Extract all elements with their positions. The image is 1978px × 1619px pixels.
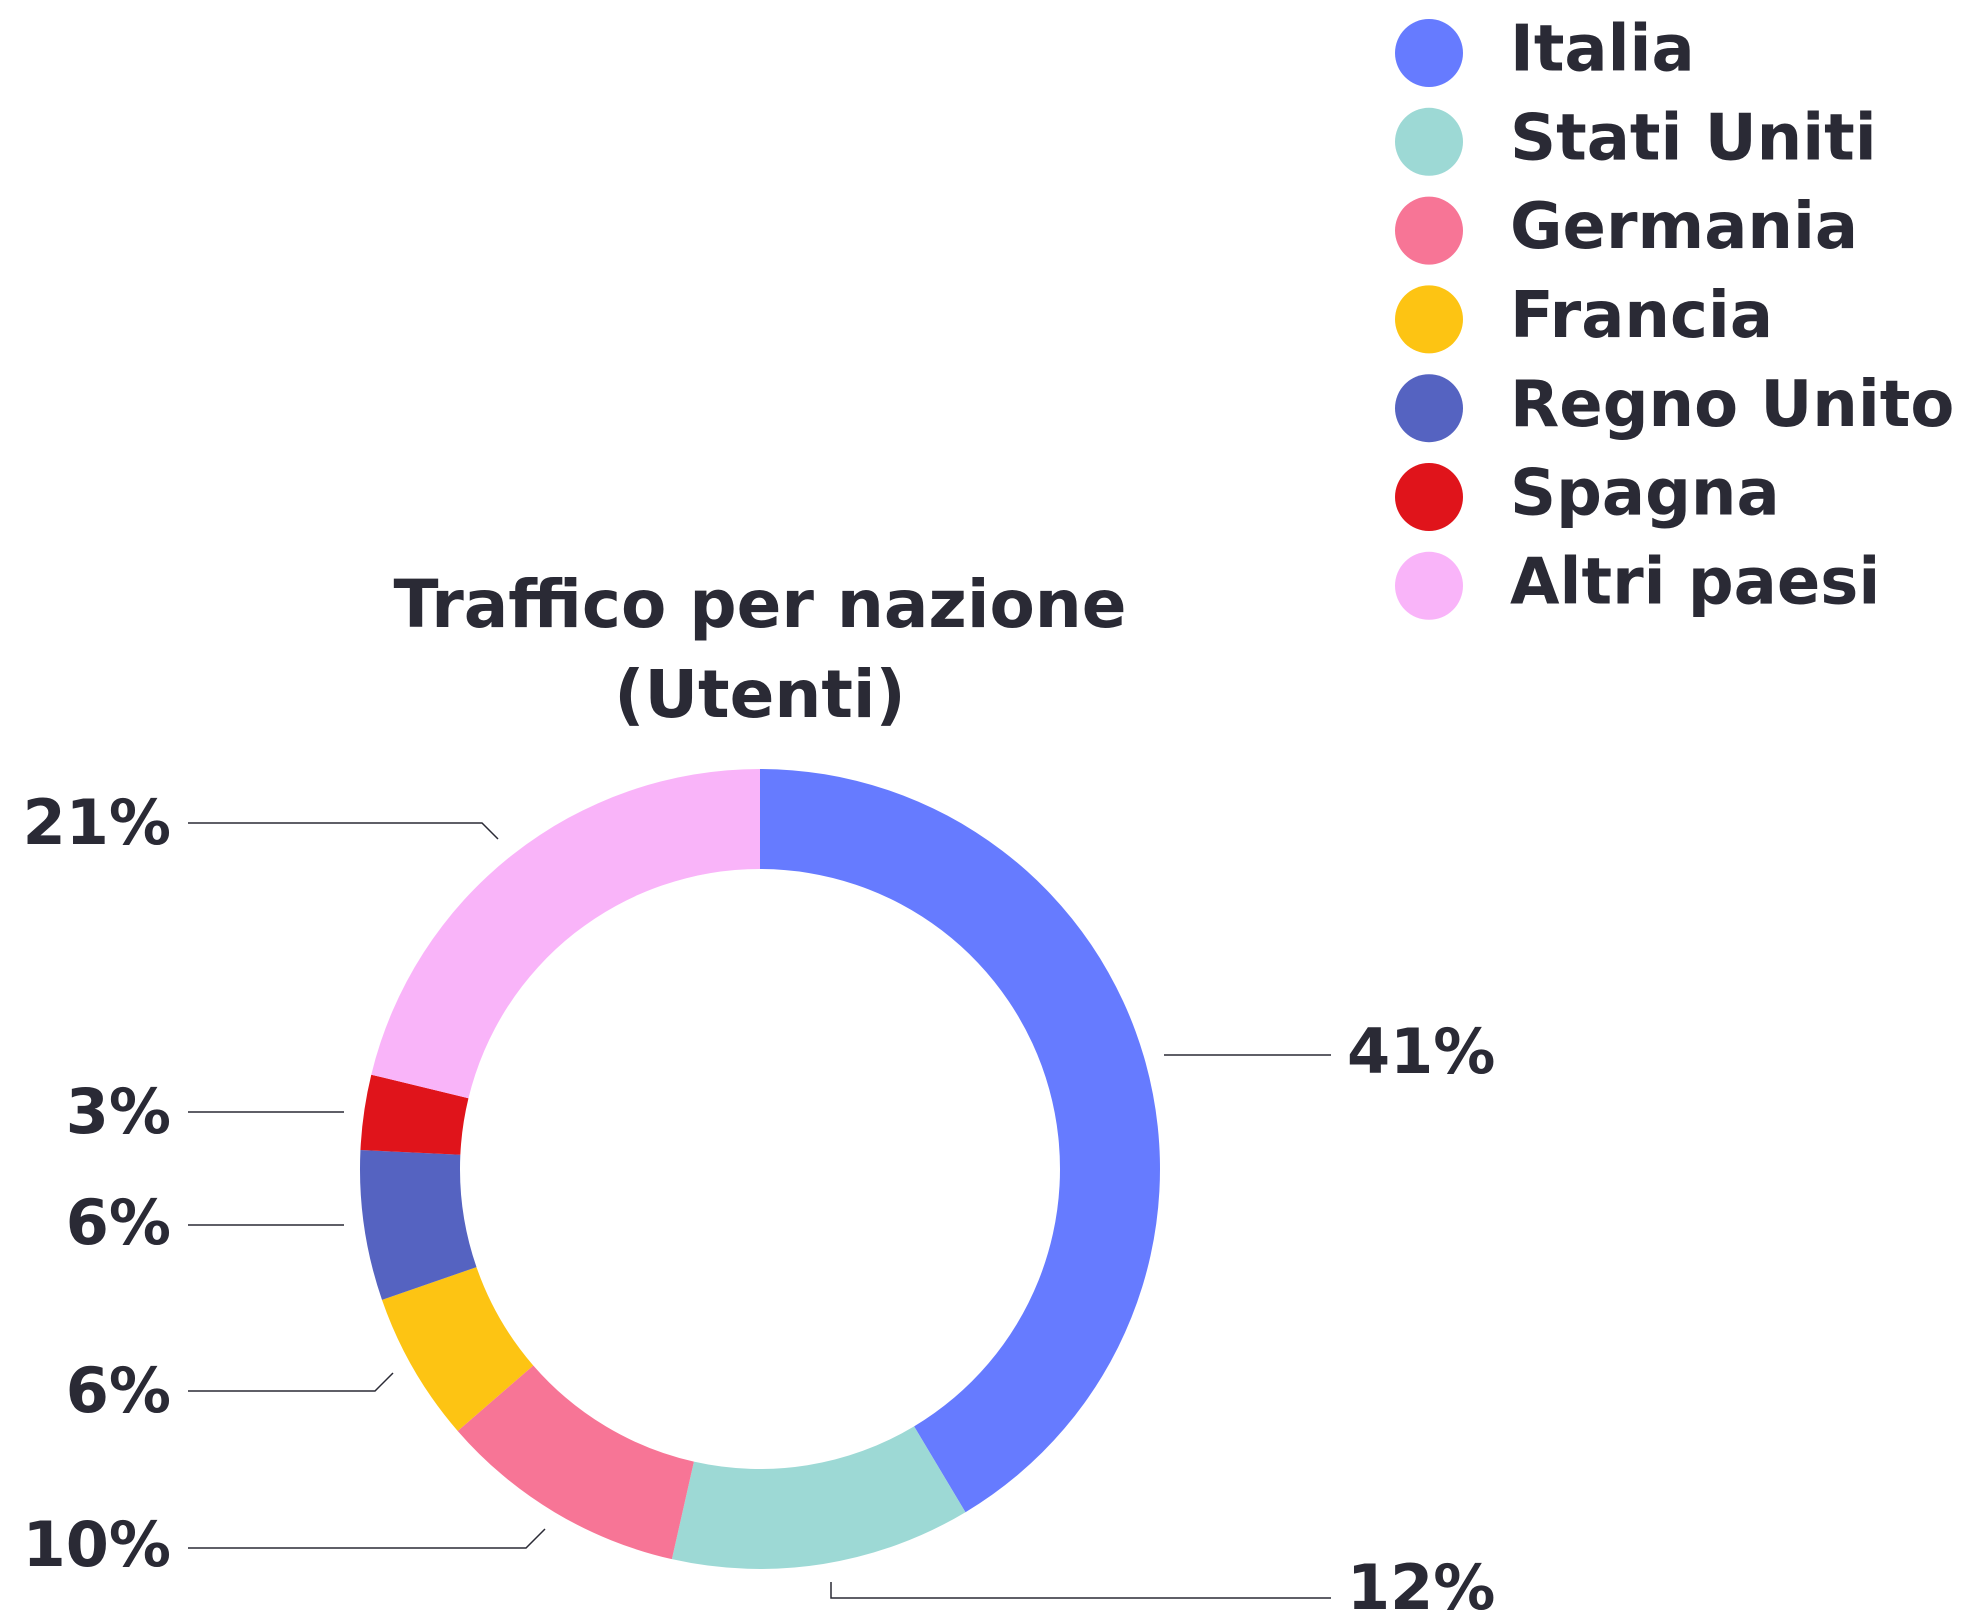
- data-label: 41%: [1347, 1015, 1495, 1088]
- legend-label: Germania: [1510, 190, 1858, 264]
- data-label: 6%: [66, 1186, 171, 1259]
- donut-segment: [760, 769, 1160, 1513]
- legend-swatch: [1395, 374, 1463, 443]
- donut-segment: [457, 1365, 694, 1560]
- legend-swatch: [1395, 196, 1463, 265]
- legend-label: Stati Uniti: [1510, 101, 1877, 175]
- legend-label: Italia: [1510, 13, 1695, 87]
- legend-label: Francia: [1510, 279, 1773, 353]
- legend-swatch: [1395, 107, 1463, 176]
- leader-line: [830, 1582, 1331, 1599]
- legend-swatch: [1395, 551, 1463, 620]
- data-label: 21%: [23, 786, 171, 859]
- leader-line: [188, 1372, 394, 1392]
- donut-segment: [671, 1426, 966, 1569]
- leader-line: [188, 1528, 546, 1549]
- legend-swatch: [1395, 19, 1463, 87]
- data-label: 12%: [1347, 1551, 1495, 1619]
- leader-line: [188, 822, 499, 840]
- data-label: 10%: [23, 1508, 171, 1581]
- legend-label: Spagna: [1510, 457, 1780, 531]
- legend-label: Altri paesi: [1510, 545, 1880, 619]
- data-label: 3%: [66, 1075, 171, 1148]
- donut-segment: [381, 1267, 534, 1431]
- donut-segment: [360, 1074, 469, 1155]
- chart-title: Traffico per nazione (Utenti): [393, 566, 1127, 733]
- legend-swatch: [1395, 463, 1463, 531]
- donut-segment: [371, 769, 760, 1099]
- legend-label: Regno Unito: [1510, 368, 1954, 442]
- donut-segment: [360, 1149, 477, 1300]
- data-label: 6%: [66, 1354, 171, 1427]
- legend-swatch: [1395, 285, 1463, 354]
